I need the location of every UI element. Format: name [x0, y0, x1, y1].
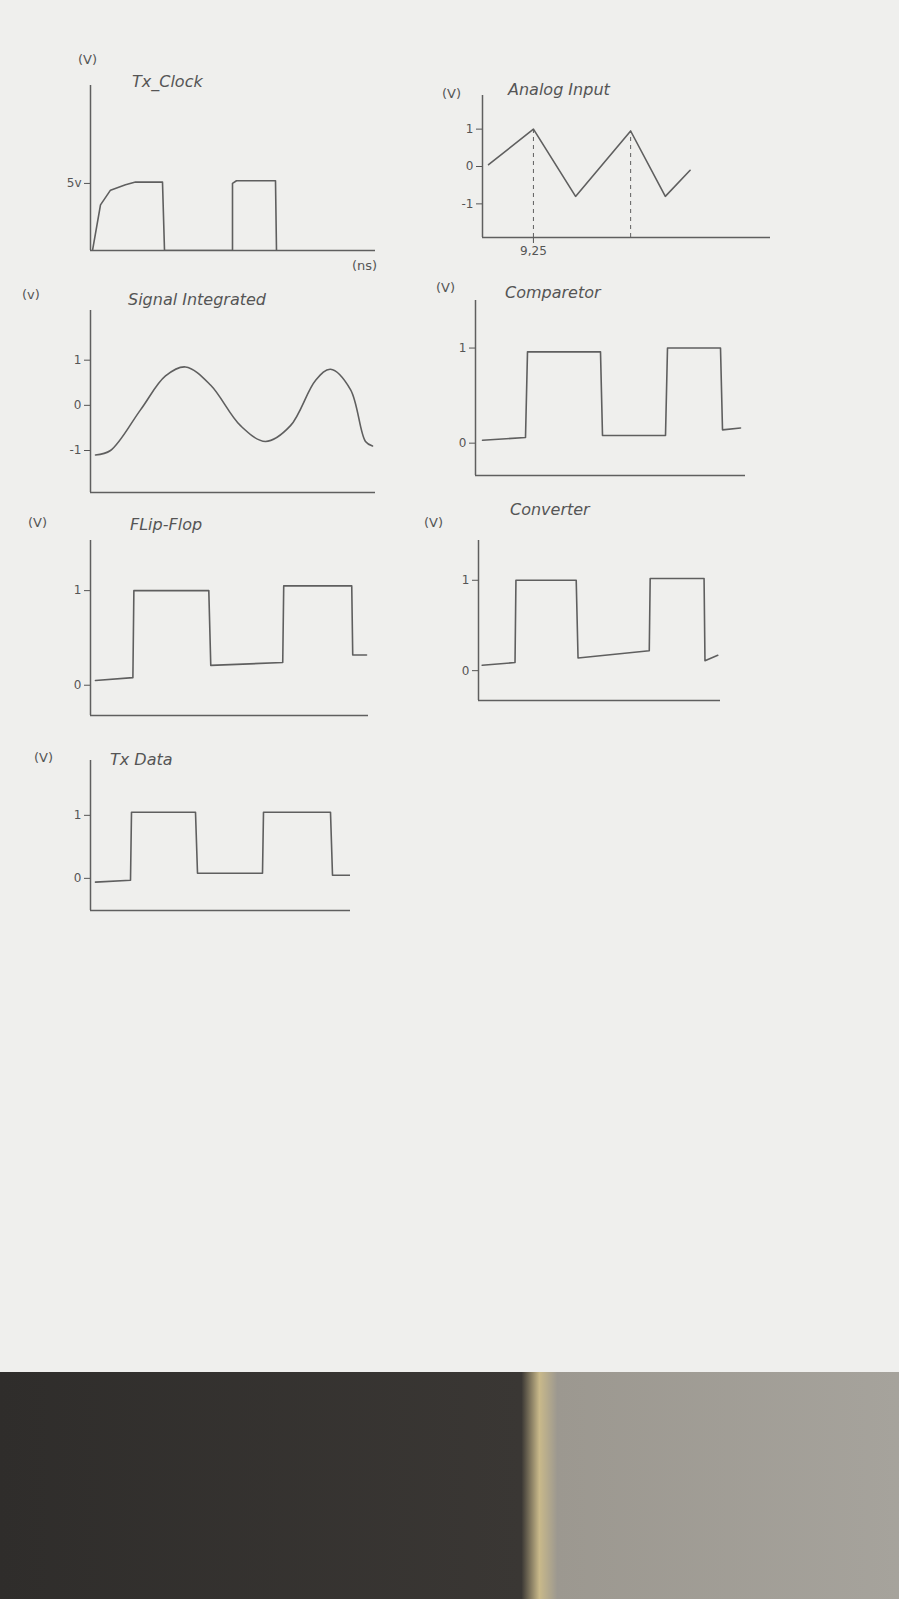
- html-text:Converter: Converter: [510, 500, 590, 519]
- html-text:(V): (V): [436, 280, 455, 295]
- svg-text:0: 0: [462, 664, 470, 678]
- svg-text:0: 0: [466, 159, 474, 173]
- svg-text:0: 0: [74, 398, 82, 412]
- html-text:(V): (V): [34, 750, 53, 765]
- svg-text:1: 1: [466, 122, 474, 136]
- html-text:Tx_Clock: Tx_Clock: [132, 72, 203, 91]
- svg-text:-1: -1: [70, 443, 82, 457]
- svg-text:1: 1: [462, 573, 470, 587]
- svg-text:0: 0: [459, 436, 467, 450]
- html-text:FLip-Flop: FLip-Flop: [130, 515, 203, 534]
- svg-text:-1: -1: [462, 197, 474, 211]
- svg-text:0: 0: [74, 871, 82, 885]
- html-text:(V): (V): [28, 515, 47, 530]
- html-text:Analog Input: Analog Input: [508, 80, 610, 99]
- svg-text:1: 1: [74, 583, 82, 597]
- html-text:(V): (V): [424, 515, 443, 530]
- html-text:(v): (v): [22, 287, 40, 302]
- svg-text:1: 1: [74, 353, 82, 367]
- html-text:Tx Data: Tx Data: [110, 750, 173, 769]
- html-text:(V): (V): [442, 86, 461, 101]
- svg-text:1: 1: [459, 341, 467, 355]
- svg-text:9,25: 9,25: [520, 244, 547, 258]
- html-text:(ns): (ns): [352, 258, 378, 273]
- html-text:Signal Integrated: Signal Integrated: [128, 290, 266, 309]
- svg-text:0: 0: [74, 678, 82, 692]
- html-text:Comparetor: Comparetor: [505, 283, 601, 302]
- svg-text:5v: 5v: [67, 176, 82, 190]
- svg-text:1: 1: [74, 808, 82, 822]
- html-text:(V): (V): [78, 52, 97, 67]
